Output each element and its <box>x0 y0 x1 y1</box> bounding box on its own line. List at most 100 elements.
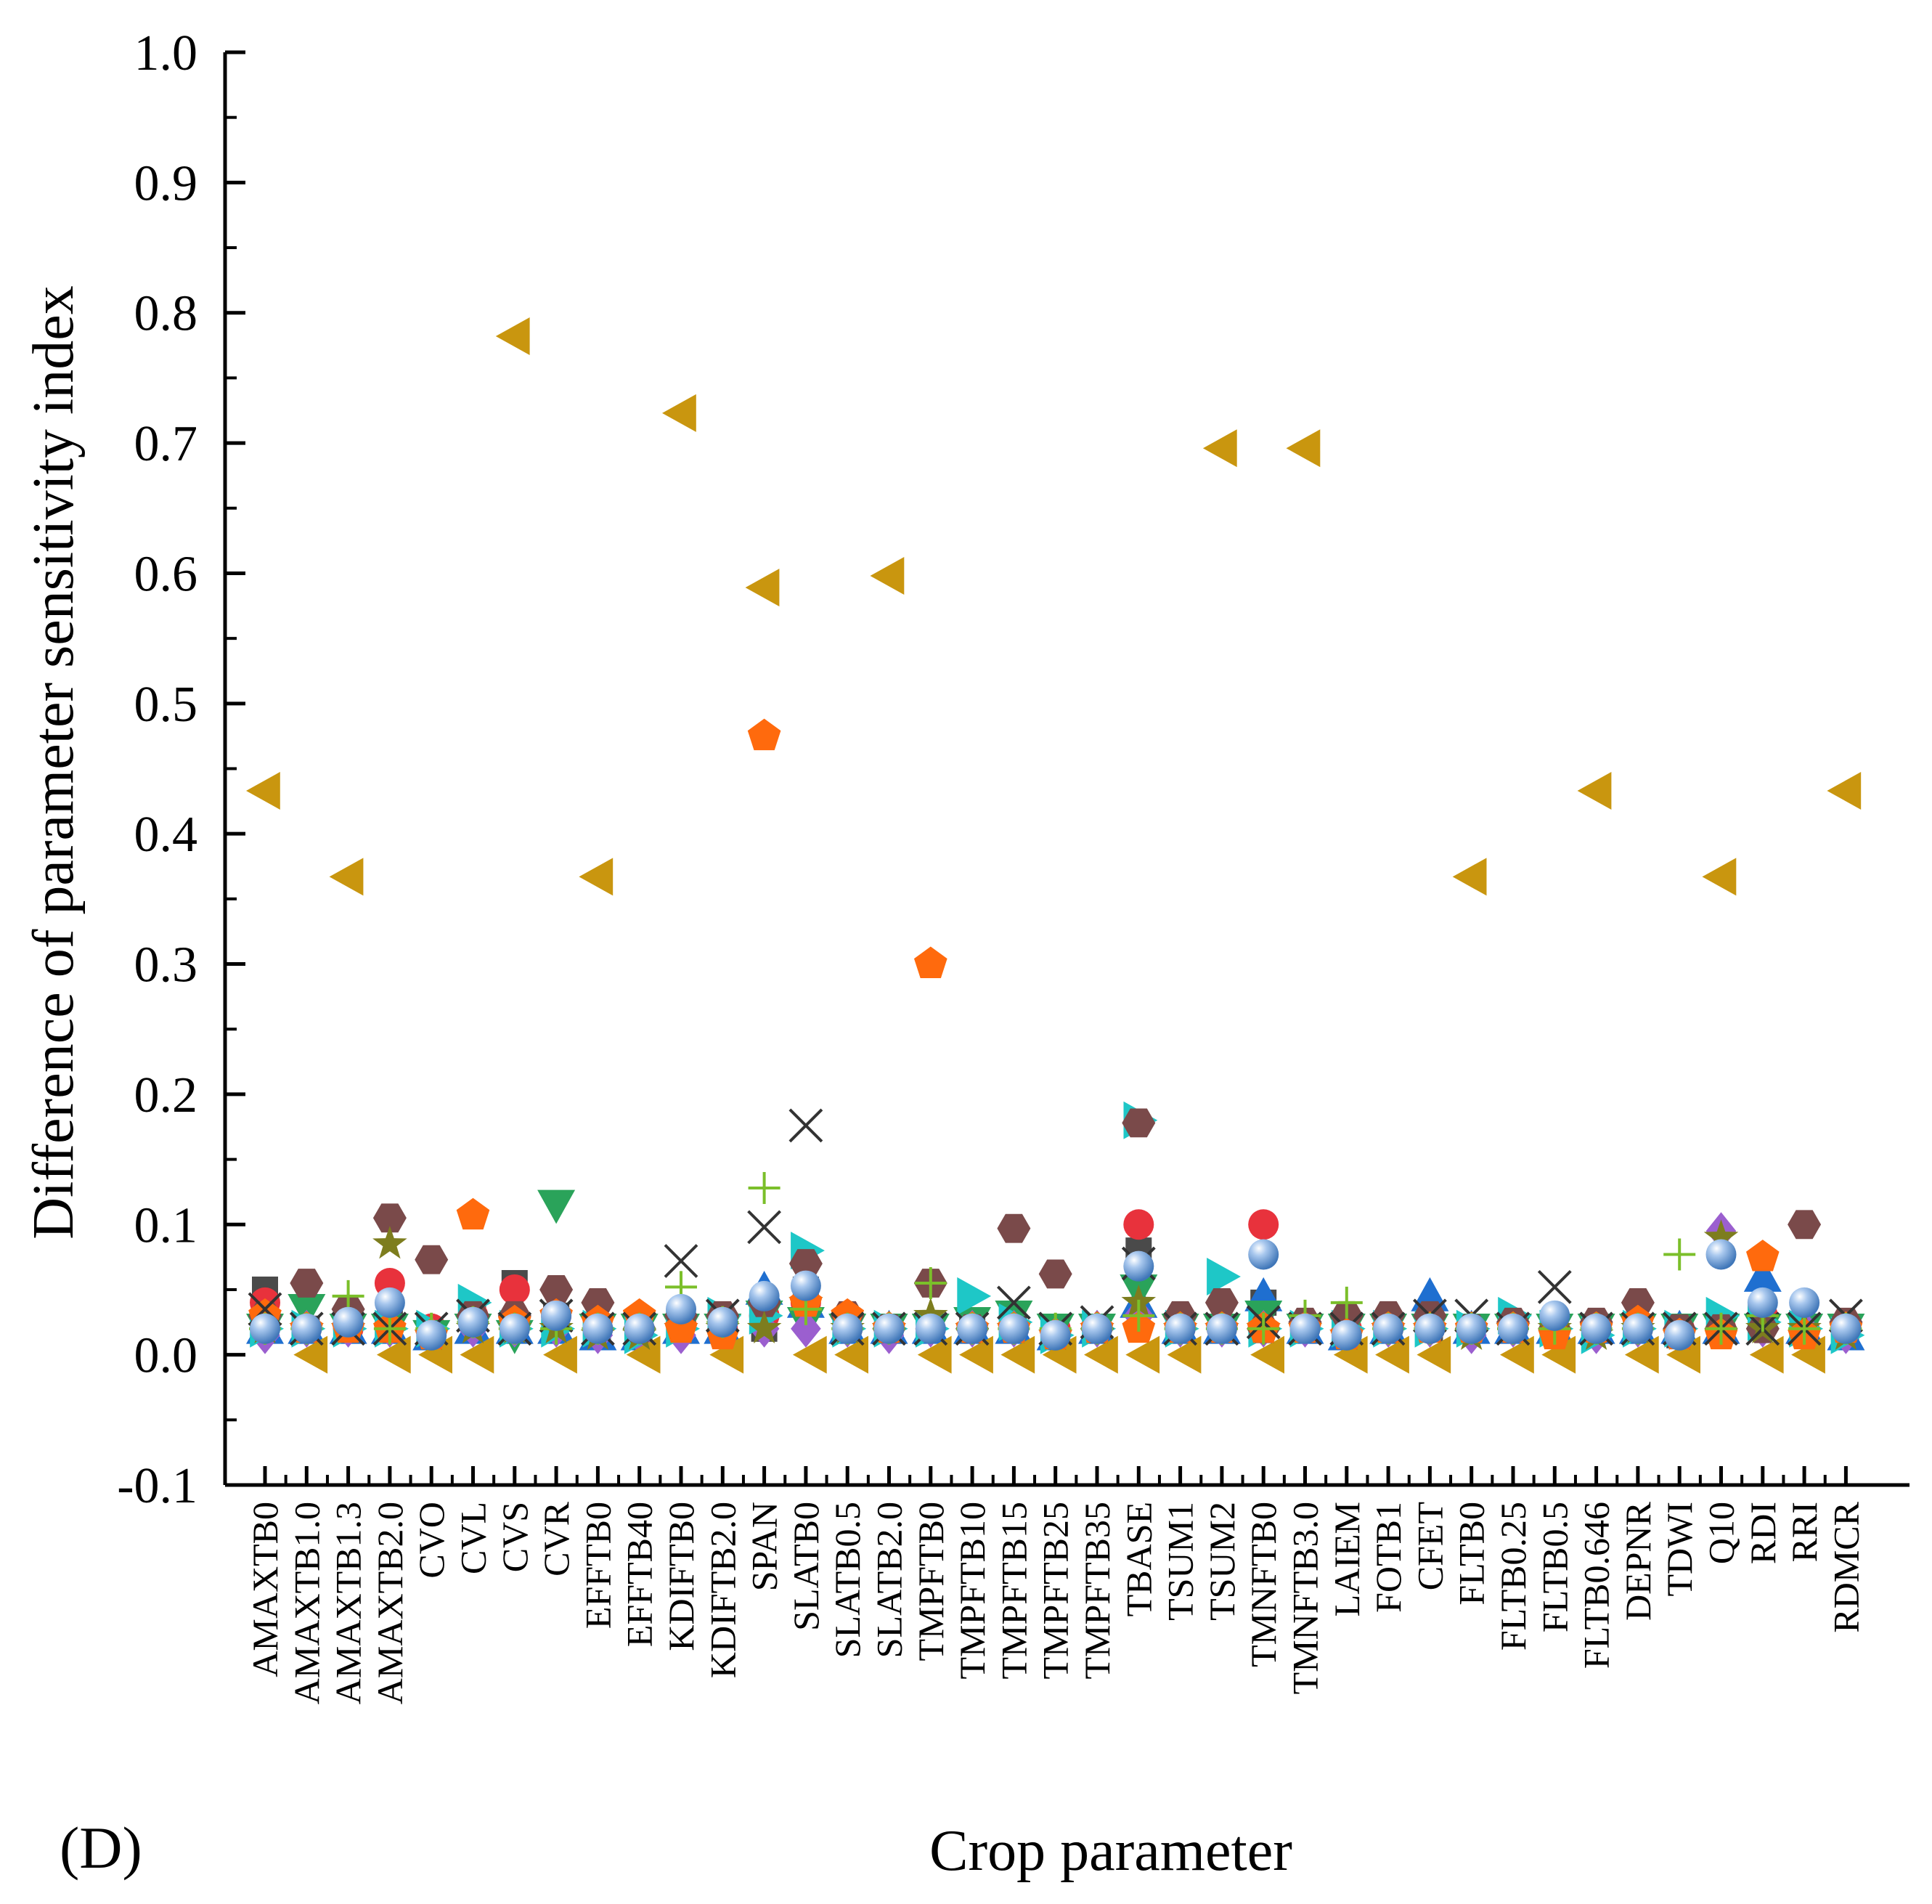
data-point-ball <box>1414 1313 1446 1344</box>
data-point-x-cross <box>664 1244 698 1278</box>
data-point-ball <box>1498 1313 1528 1344</box>
data-point-ball <box>707 1306 738 1338</box>
data-point-triangle-left <box>1286 429 1321 468</box>
y-tick-label: 0.3 <box>134 937 198 993</box>
series-hexagon <box>248 1108 1863 1343</box>
series-ball <box>250 1239 1862 1351</box>
data-point-triangle-left <box>834 1335 868 1374</box>
data-point-plus <box>1788 1312 1821 1345</box>
data-point-ball <box>333 1306 364 1338</box>
x-tick-label: TMPFTB15 <box>993 1502 1034 1680</box>
x-tick-label: AMAXTB0 <box>245 1502 285 1677</box>
data-point-ball <box>499 1313 530 1344</box>
data-point-triangle-left <box>460 1335 494 1374</box>
y-axis-label: Difference of parameter sensitivity inde… <box>22 285 86 1240</box>
data-point-diamond <box>791 1309 821 1348</box>
x-axis-label: Crop parameter <box>929 1819 1292 1883</box>
data-point-ball <box>1747 1287 1778 1318</box>
data-point-triangle-left <box>376 1335 411 1374</box>
data-point-triangle-left <box>1749 1335 1784 1374</box>
data-point-x-cross <box>1537 1269 1572 1304</box>
x-tick-label: TMPFTB25 <box>1035 1502 1076 1680</box>
x-tick-label: FLTB0.25 <box>1493 1502 1533 1651</box>
data-point-triangle-left <box>959 1335 993 1374</box>
data-point-triangle-left <box>745 569 780 607</box>
data-point-circle <box>1248 1209 1279 1240</box>
y-tick-label: 0.1 <box>134 1197 198 1253</box>
data-point-ball <box>998 1313 1030 1344</box>
data-point-hexagon <box>581 1287 615 1317</box>
x-stroke <box>788 1108 823 1143</box>
y-tick-label: 0.0 <box>134 1328 198 1384</box>
data-point-ball <box>1456 1313 1487 1344</box>
data-point-triangle-left <box>418 1335 452 1374</box>
data-point-ball <box>374 1287 405 1318</box>
data-point-triangle-left <box>293 1335 328 1374</box>
x-tick-label: CVO <box>411 1502 452 1579</box>
y-tick-label: 0.5 <box>134 677 198 733</box>
data-point-ball <box>1206 1313 1237 1344</box>
x-tick-label: TMPFTB35 <box>1077 1502 1117 1680</box>
x-tick-label: SLATB0 <box>786 1502 826 1631</box>
data-point-ball <box>1539 1300 1570 1331</box>
data-point-triangle-down <box>537 1189 576 1224</box>
data-point-triangle-left <box>917 1335 952 1374</box>
x-tick-label: CVR <box>536 1501 576 1576</box>
x-tick-label: TMNFTB3.0 <box>1285 1502 1326 1694</box>
data-point-hexagon <box>1205 1287 1239 1317</box>
x-tick-label: DEPNR <box>1618 1501 1658 1621</box>
x-tick-label: TSUM1 <box>1160 1502 1201 1621</box>
x-tick-label: FLTB0.5 <box>1534 1502 1575 1632</box>
data-point-plus <box>1663 1238 1696 1271</box>
data-point-triangle-right <box>957 1277 992 1315</box>
series-triangle-left <box>246 317 1862 1374</box>
x-tick-label: TDWI <box>1659 1502 1700 1597</box>
x-tick-label: RRI <box>1784 1502 1825 1562</box>
data-point-plus <box>1330 1286 1363 1319</box>
data-point-ball <box>1082 1313 1112 1344</box>
data-point-plus <box>1247 1312 1280 1345</box>
data-point-triangle-left <box>1000 1335 1035 1374</box>
data-point-triangle-left <box>1125 1335 1160 1374</box>
x-tick-label: FLTB0.646 <box>1576 1502 1617 1669</box>
data-point-hexagon <box>1788 1210 1822 1240</box>
x-tick-label: AMAXTB1.0 <box>286 1502 327 1704</box>
series-x-cross <box>248 1108 1863 1346</box>
data-point-triangle-left <box>1250 1335 1284 1374</box>
data-point-hexagon <box>539 1275 574 1304</box>
x-tick-label: AMAXTB2.0 <box>370 1502 410 1704</box>
data-point-triangle-left <box>495 317 530 356</box>
x-tick-label: RDI <box>1743 1502 1783 1564</box>
data-point-triangle-left <box>1702 858 1737 896</box>
data-point-triangle-left <box>662 394 696 432</box>
data-marks <box>246 317 1865 1374</box>
data-point-ball <box>1705 1239 1737 1270</box>
data-point-ball <box>1789 1287 1820 1318</box>
axes: 1.0 0.9 0.8 0.7 0.6 0.5 0.4 0.3 0.2 0.1 0.0 -0.1 AMA… <box>117 25 1909 1704</box>
data-point-ball <box>749 1280 780 1311</box>
data-point-hexagon <box>290 1269 324 1298</box>
data-point-x-cross <box>788 1108 823 1143</box>
y-tick-label: 0.7 <box>134 416 198 472</box>
data-point-circle <box>499 1274 530 1305</box>
data-point-triangle-left <box>1827 771 1862 810</box>
data-point-triangle-left <box>579 858 614 896</box>
data-point-plus <box>373 1312 406 1345</box>
y-tick-label: 0.9 <box>134 155 198 211</box>
data-point-ball <box>790 1270 821 1301</box>
data-point-triangle-left <box>1375 1335 1409 1374</box>
data-point-triangle-left <box>1791 1335 1825 1374</box>
data-point-ball <box>1040 1319 1071 1351</box>
data-point-ball <box>291 1313 322 1344</box>
data-point-ball <box>957 1313 988 1344</box>
data-point-plus <box>1705 1312 1737 1345</box>
data-point-triangle-left <box>626 1335 661 1374</box>
data-point-ball <box>1331 1319 1362 1351</box>
data-point-ball <box>416 1319 447 1351</box>
data-point-triangle-up <box>1411 1277 1449 1311</box>
x-tick-label: CVS <box>494 1502 535 1572</box>
data-point-triangle-left <box>1666 1335 1700 1374</box>
series-pentagon <box>248 718 1863 1350</box>
data-point-x-cross <box>996 1285 1031 1320</box>
